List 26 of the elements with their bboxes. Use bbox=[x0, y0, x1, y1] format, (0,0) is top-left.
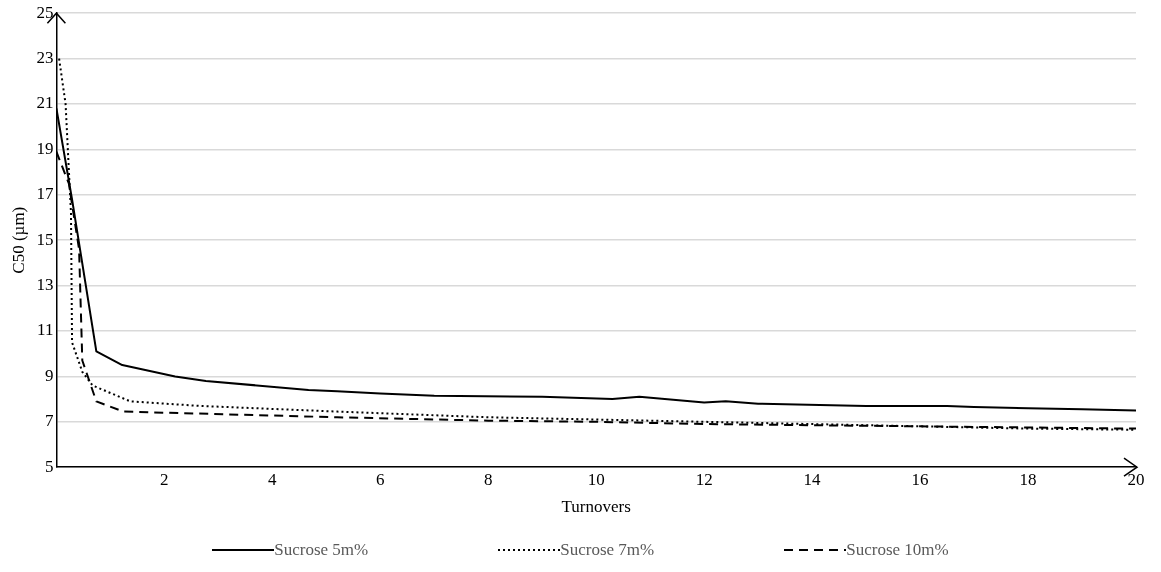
legend-label: Sucrose 7m% bbox=[560, 540, 655, 560]
y-tick-label: 21 bbox=[36, 93, 54, 113]
y-tick-label: 25 bbox=[36, 2, 54, 22]
x-tick-label: 14 bbox=[803, 469, 822, 489]
y-axis-title: C50 (µm) bbox=[8, 206, 28, 274]
x-tick-label: 20 bbox=[1127, 469, 1145, 489]
x-tick-label: 18 bbox=[1019, 469, 1037, 489]
y-tick-label: 17 bbox=[36, 184, 54, 204]
x-tick-label: 6 bbox=[376, 469, 385, 489]
x-tick-label: 10 bbox=[587, 469, 605, 489]
x-tick-label: 16 bbox=[911, 469, 929, 489]
x-tick-label: 8 bbox=[483, 469, 493, 489]
y-tick-label: 19 bbox=[36, 138, 54, 158]
y-tick-label: 23 bbox=[36, 48, 54, 68]
y-tick-label: 15 bbox=[36, 229, 54, 249]
y-tick-label: 13 bbox=[36, 275, 54, 295]
y-tick-label: 5 bbox=[44, 456, 54, 476]
y-tick-label: 9 bbox=[44, 365, 54, 385]
y-tick-label: 7 bbox=[44, 411, 54, 431]
legend-label: Sucrose 5m% bbox=[274, 540, 369, 560]
x-axis-title: Turnovers bbox=[561, 497, 631, 517]
legend-label: Sucrose 10m% bbox=[846, 540, 949, 560]
y-tick-label: 11 bbox=[37, 320, 54, 340]
x-tick-label: 12 bbox=[695, 469, 713, 489]
x-tick-label: 2 bbox=[160, 469, 169, 489]
x-tick-label: 4 bbox=[268, 469, 278, 489]
